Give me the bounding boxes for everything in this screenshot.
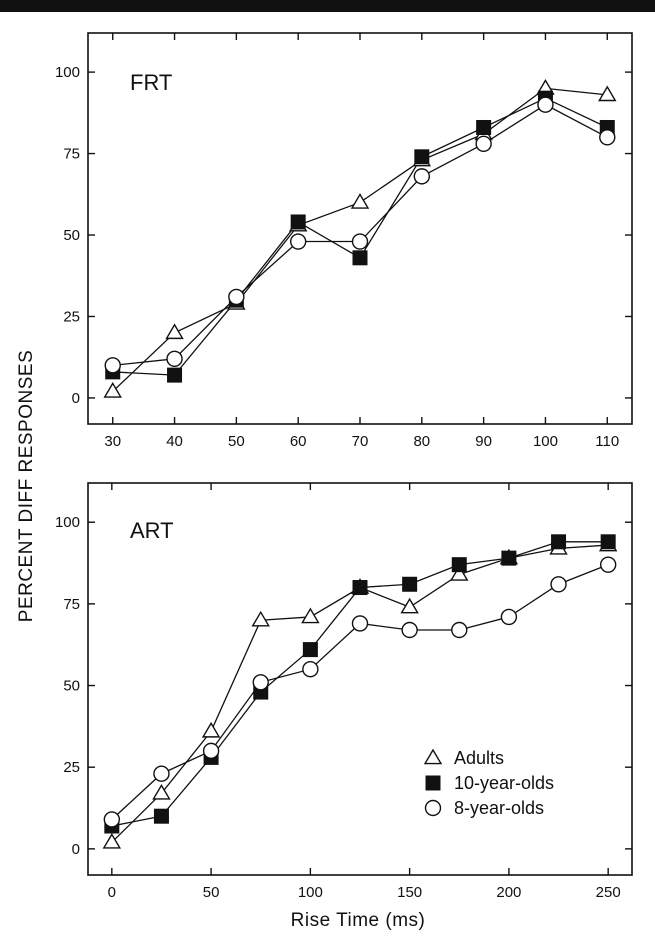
frt-point-adults (350, 193, 370, 209)
frt-y-tick-label: 50 (63, 227, 80, 244)
frt-y-tick-label: 25 (63, 308, 80, 325)
art-point-8-year-olds (599, 556, 617, 573)
frt-x-tick-label: 30 (104, 433, 121, 450)
art-point-8-year-olds (153, 765, 170, 782)
art-y-tick-label: 50 (63, 678, 80, 695)
frt-panel-label: FRT (130, 70, 172, 95)
art-x-tick-label: 250 (596, 884, 621, 901)
frt-point-adults (598, 85, 617, 102)
frt-point-adults (165, 323, 184, 340)
legend-marker-8-year-olds (424, 799, 442, 817)
x-axis-title: Rise Time (ms) (291, 910, 426, 931)
frt-x-tick-label: 50 (228, 433, 245, 450)
frt-point-8-year-olds (475, 135, 492, 152)
art-point-10-year-olds (551, 534, 567, 550)
art-point-8-year-olds (401, 621, 418, 639)
art-x-tick-label: 100 (298, 884, 323, 901)
frt-point-8-year-olds (413, 168, 431, 185)
frt-y-tick-label: 75 (63, 146, 80, 163)
frt-point-8-year-olds (289, 233, 307, 250)
art-point-8-year-olds (103, 811, 121, 828)
art-point-adults (301, 607, 320, 624)
y-axis-title: PERCENT DIFF RESPONSES (16, 350, 37, 622)
art-point-10-year-olds (352, 580, 368, 596)
frt-point-10-year-olds (167, 367, 183, 383)
frt-x-tick-label: 40 (166, 433, 183, 450)
art-x-tick-label: 200 (496, 884, 521, 901)
frt-point-10-year-olds (414, 149, 430, 165)
frt-x-tick-label: 90 (475, 433, 492, 450)
art-point-10-year-olds (451, 557, 467, 573)
frt-point-8-year-olds (351, 233, 369, 250)
art-point-10-year-olds (402, 576, 418, 592)
art-point-8-year-olds (302, 661, 319, 678)
frt-point-8-year-olds (599, 129, 616, 146)
legend-marker-adults (423, 748, 443, 765)
art-panel-label: ART (130, 518, 174, 543)
frt-point-8-year-olds (104, 357, 121, 374)
frt-x-tick-label: 70 (352, 433, 369, 450)
art-point-10-year-olds (501, 550, 517, 566)
art-point-8-year-olds (451, 621, 468, 639)
art-y-tick-label: 25 (63, 759, 80, 776)
frt-point-8-year-olds (537, 96, 554, 113)
art-point-10-year-olds (153, 808, 169, 824)
art-x-tick-label: 0 (108, 884, 116, 901)
art-point-adults (400, 597, 419, 614)
frt-x-tick-label: 80 (413, 433, 430, 450)
art-point-adults (102, 832, 122, 849)
art-point-adults (450, 565, 469, 581)
top-rule (0, 0, 655, 12)
frt-point-10-year-olds (290, 214, 306, 230)
art-panel: 0 25 50 75 100 0 50 100 150 200 250 ART (55, 482, 633, 901)
art-point-8-year-olds (351, 615, 369, 632)
art-point-8-year-olds (252, 674, 269, 691)
legend-label-8-year-olds: 8-year-olds (454, 798, 544, 818)
frt-panel: 0 25 50 75 100 30 40 50 60 70 80 90 100 110 FRT (55, 32, 633, 450)
frt-point-adults (103, 382, 122, 398)
art-x-tick-label: 50 (203, 884, 220, 901)
art-y-tick-label: 0 (72, 841, 80, 858)
art-point-10-year-olds (302, 642, 318, 658)
art-point-adults (251, 610, 270, 627)
frt-y-tick-label: 100 (55, 64, 80, 81)
frt-point-10-year-olds (476, 119, 492, 135)
art-y-tick-label: 100 (55, 514, 80, 531)
legend-marker-10-year-olds (425, 775, 441, 791)
legend-label-10-year-olds: 10-year-olds (454, 773, 554, 793)
legend-label-adults: Adults (454, 748, 504, 768)
art-point-10-year-olds (600, 534, 616, 550)
art-x-tick-label: 150 (397, 884, 422, 901)
legend: Adults 10-year-olds 8-year-olds (423, 748, 554, 818)
frt-point-10-year-olds (352, 250, 368, 266)
frt-x-tick-label: 100 (533, 433, 558, 450)
frt-point-8-year-olds (228, 288, 245, 306)
frt-point-8-year-olds (166, 350, 183, 368)
art-point-8-year-olds (550, 576, 567, 593)
art-y-tick-label: 75 (63, 596, 80, 613)
frt-y-tick-label: 0 (72, 390, 80, 407)
art-point-adults (201, 721, 221, 738)
art-point-8-year-olds (202, 742, 220, 760)
frt-x-tick-label: 60 (290, 433, 307, 450)
art-plot-frame (87, 482, 633, 876)
art-point-8-year-olds (500, 608, 518, 626)
art-point-adults (152, 783, 171, 800)
frt-x-tick-label: 110 (595, 433, 619, 450)
